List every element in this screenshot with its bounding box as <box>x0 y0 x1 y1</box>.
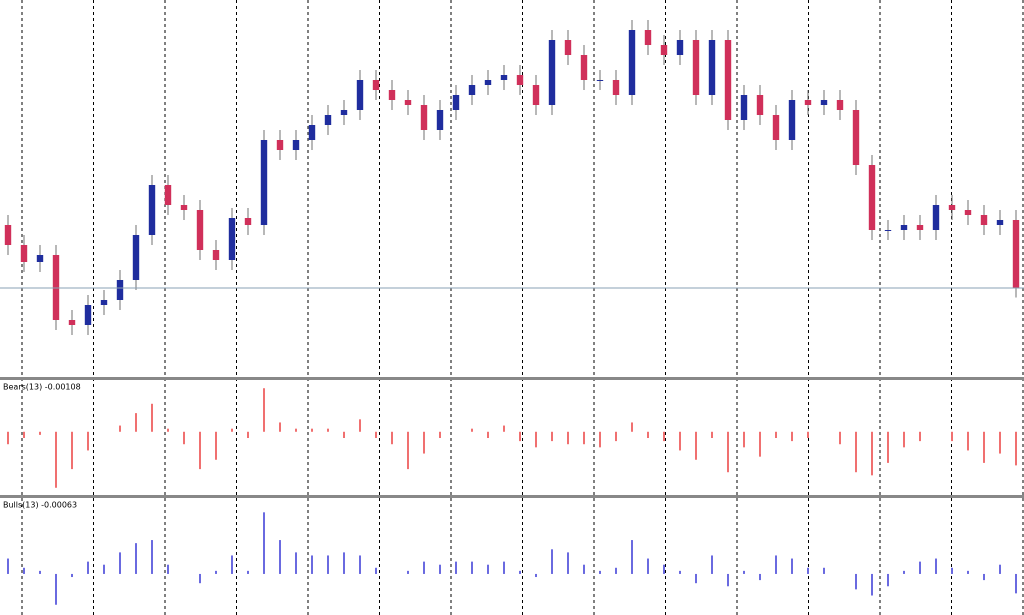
candle-body <box>772 115 780 140</box>
candle-body <box>148 185 156 235</box>
candle-body <box>324 115 332 125</box>
candle-body <box>100 300 108 305</box>
candle-body <box>372 80 380 90</box>
candle-body <box>68 320 76 325</box>
candle-body <box>228 218 236 260</box>
candle-body <box>916 225 924 230</box>
indicator-label: Bears(13) -0.00108 <box>3 383 81 392</box>
candle-body <box>484 80 492 85</box>
candle-body <box>516 75 524 85</box>
candle-body <box>164 185 172 205</box>
candle-body <box>660 45 668 55</box>
candle-body <box>84 305 92 325</box>
candle-body <box>292 140 300 150</box>
candle-body <box>884 230 892 231</box>
candle-body <box>532 85 540 105</box>
candle-body <box>276 140 284 150</box>
candle-body <box>564 40 572 55</box>
candle-body <box>852 110 860 165</box>
candle-body <box>580 55 588 80</box>
candle-body <box>356 80 364 110</box>
candle-body <box>436 110 444 130</box>
candle-body <box>628 30 636 95</box>
candle-body <box>612 80 620 95</box>
panel-separator <box>0 495 1024 498</box>
candle-body <box>820 100 828 105</box>
candle-body <box>132 235 140 280</box>
candle-body <box>740 95 748 120</box>
candle-body <box>996 220 1004 225</box>
candle-body <box>388 90 396 100</box>
candle-body <box>836 100 844 110</box>
candle-body <box>596 80 604 81</box>
candle-body <box>644 30 652 45</box>
marks: Bears(13) -0.00108 Bulls(13) -0.00063 <box>0 20 1024 605</box>
candle-body <box>868 165 876 230</box>
candle-body <box>804 100 812 105</box>
candle-body <box>548 40 556 105</box>
candle-body <box>36 255 44 262</box>
candle-body <box>788 100 796 140</box>
candle-body <box>468 85 476 95</box>
candle-body <box>196 210 204 250</box>
candle-body <box>708 40 716 95</box>
candle-body <box>452 95 460 110</box>
candle-body <box>692 40 700 95</box>
candle-body <box>948 205 956 210</box>
panel-separator <box>0 377 1024 380</box>
candle-body <box>340 110 348 115</box>
candle-body <box>1012 220 1020 288</box>
candle-body <box>4 225 12 245</box>
candle-body <box>980 215 988 225</box>
candle-body <box>932 205 940 230</box>
candle-body <box>116 280 124 300</box>
candle-body <box>964 210 972 215</box>
candle-body <box>900 225 908 230</box>
indicator-label: Bulls(13) -0.00063 <box>3 501 77 510</box>
candle-body <box>244 218 252 225</box>
candle-body <box>676 40 684 55</box>
candle-body <box>180 205 188 210</box>
candle-body <box>260 140 268 225</box>
candle-body <box>404 100 412 105</box>
candle-body <box>420 105 428 130</box>
candle-body <box>308 125 316 140</box>
candle-body <box>20 245 28 262</box>
candle-body <box>212 250 220 260</box>
candle-body <box>500 75 508 80</box>
candle-body <box>756 95 764 115</box>
candle-body <box>724 40 732 120</box>
